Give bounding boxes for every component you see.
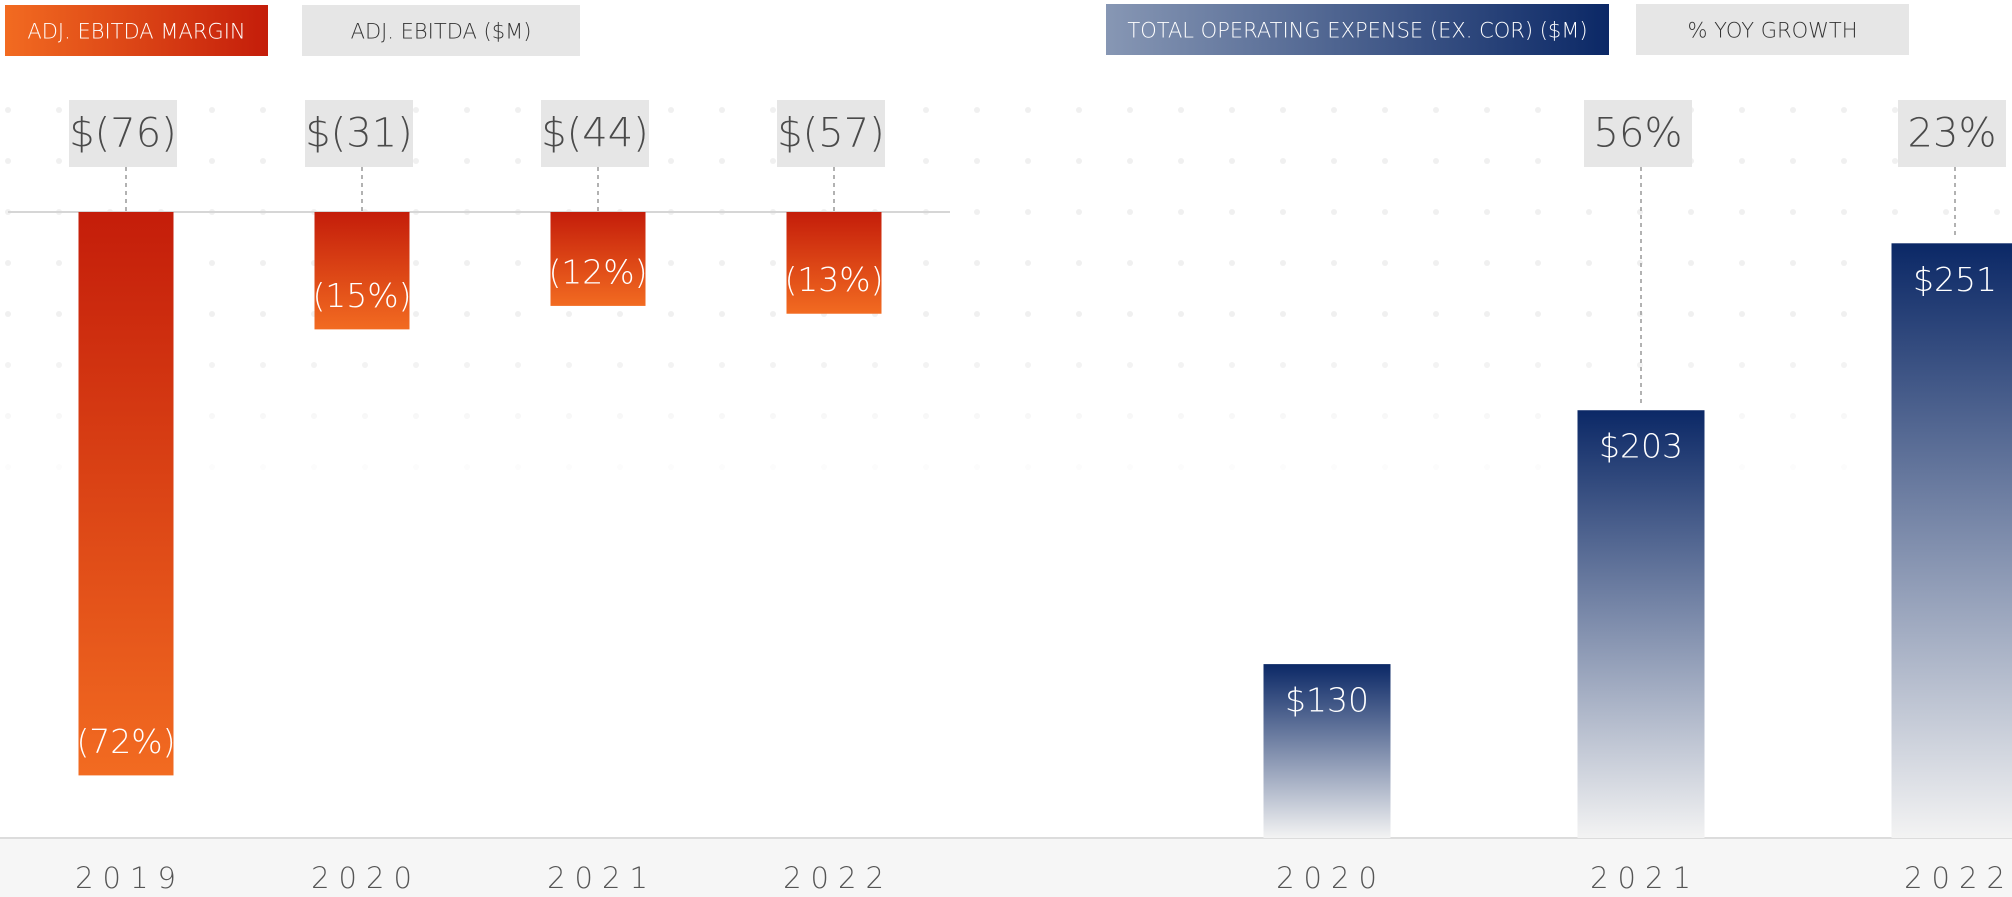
value-box [305, 100, 413, 167]
value-box-label: 56% [1594, 111, 1683, 157]
legend-swatch [1636, 4, 1909, 55]
legend-swatch [5, 5, 268, 56]
bar-label: $130 [1285, 681, 1369, 720]
bar [1891, 243, 2012, 839]
legend-label: % YOY GROWTH [1688, 19, 1858, 43]
x-tick-label: 2020 [1276, 861, 1386, 895]
axis-band [0, 838, 2012, 897]
value-box [541, 100, 649, 167]
x-tick-label: 2021 [547, 861, 657, 895]
bar [1263, 664, 1391, 838]
value-box [69, 100, 177, 167]
legend-label: ADJ. EBITDA MARGIN [27, 20, 245, 44]
bar-label: (12%) [548, 252, 647, 291]
bar [550, 212, 646, 306]
value-box-label: 23% [1908, 111, 1997, 157]
bar-label: (72%) [76, 722, 175, 761]
value-box-label: $(76) [69, 111, 177, 157]
bar [786, 212, 882, 314]
x-tick-label: 2022 [1904, 861, 2012, 895]
legend-swatch [1106, 4, 1609, 55]
x-tick-label: 2021 [1590, 861, 1700, 895]
value-box-label: $(31) [305, 111, 413, 157]
bar-label: $251 [1913, 260, 1997, 299]
bar [314, 212, 410, 330]
legend-swatch [302, 5, 580, 56]
bar [1577, 410, 1705, 838]
x-tick-label: 2022 [783, 861, 893, 895]
x-tick-label: 2020 [311, 861, 421, 895]
bar-label: (13%) [784, 260, 883, 299]
value-box [1584, 100, 1692, 167]
dot-fade [0, 330, 2012, 500]
value-box [1898, 100, 2006, 167]
bar [78, 212, 174, 776]
legend-label: TOTAL OPERATING EXPENSE (EX. COR) ($M) [1127, 19, 1587, 43]
value-box [777, 100, 885, 167]
bar-label: (15%) [312, 276, 411, 315]
value-box-label: $(57) [777, 111, 885, 157]
bar-label: $203 [1599, 427, 1683, 466]
legend-label: ADJ. EBITDA ($M) [351, 20, 532, 44]
value-box-label: $(44) [541, 111, 649, 157]
x-tick-label: 2019 [75, 861, 185, 895]
